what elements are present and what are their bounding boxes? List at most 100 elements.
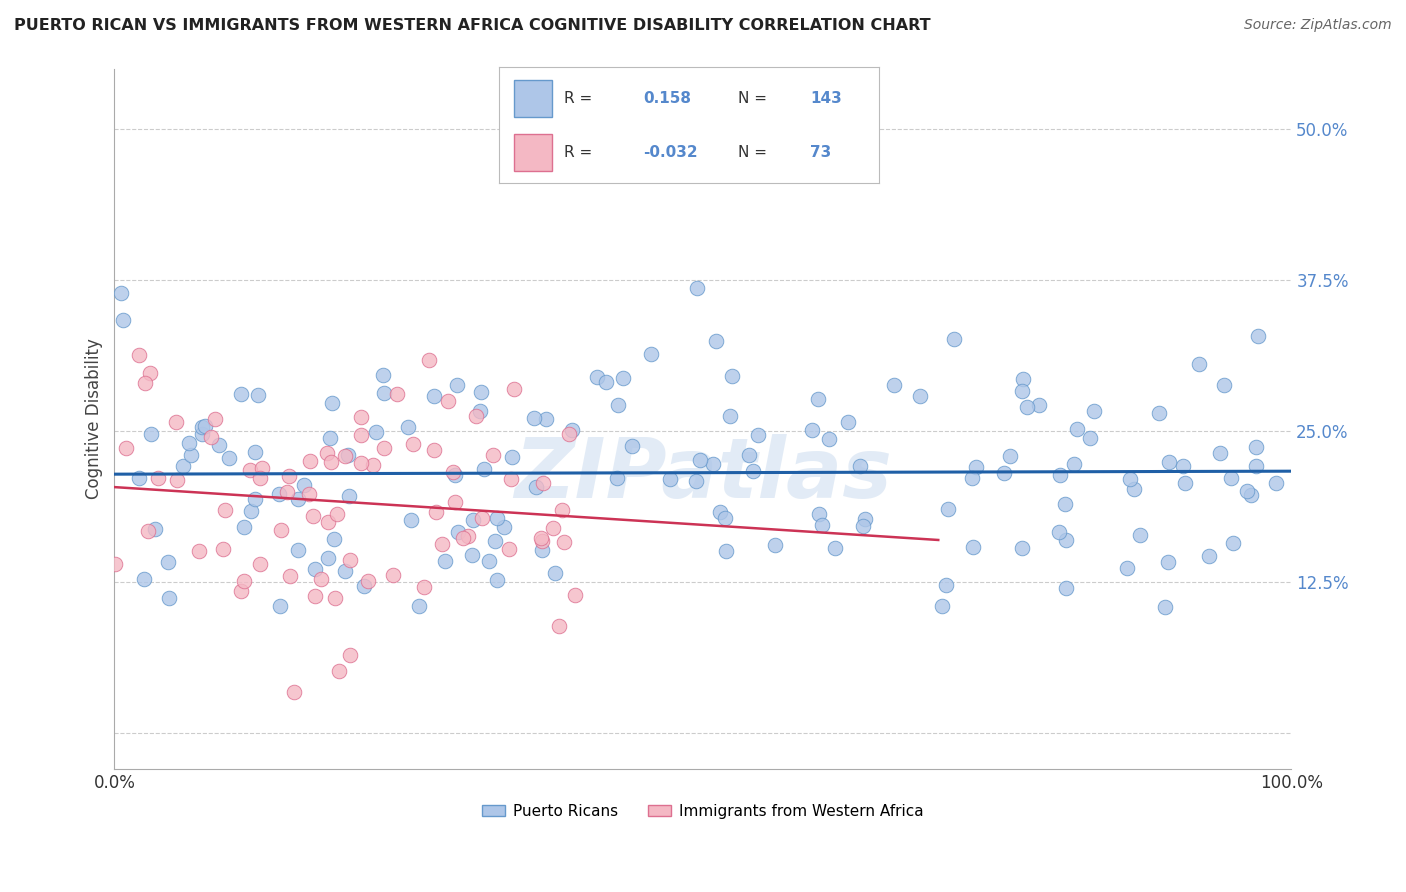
Point (1066, 422, 1088, 436)
Point (551, 502, 574, 516)
Point (350, 428, 373, 442)
Point (478, 554, 501, 568)
Point (481, 448, 503, 462)
Point (441, 465, 464, 479)
Point (111, 313, 134, 327)
Point (214, 503, 236, 517)
Point (339, 490, 361, 504)
Point (179, 435, 201, 450)
Point (530, 532, 553, 546)
Point (1063, 457, 1085, 471)
FancyBboxPatch shape (515, 79, 553, 117)
Point (437, 393, 460, 408)
Point (531, 533, 554, 548)
Point (1054, 533, 1077, 548)
Point (319, 455, 342, 469)
Point (232, 520, 254, 534)
Point (115, 441, 138, 455)
Point (936, 501, 959, 516)
Point (292, 478, 315, 492)
Point (304, 562, 326, 576)
Point (402, 436, 425, 450)
Point (134, 572, 156, 586)
Point (1119, 472, 1142, 486)
Point (492, 520, 515, 534)
Point (544, 566, 567, 580)
Point (156, 555, 179, 569)
Point (534, 411, 557, 425)
Text: 73: 73 (810, 145, 832, 161)
Point (1171, 458, 1194, 473)
Point (1011, 541, 1033, 555)
Point (318, 551, 340, 566)
Point (412, 580, 434, 594)
Point (486, 573, 509, 587)
Point (373, 441, 395, 455)
Point (399, 513, 422, 527)
Point (287, 543, 309, 558)
Point (1122, 483, 1144, 497)
Point (328, 664, 350, 678)
Point (704, 334, 727, 349)
Point (382, 568, 405, 582)
Point (269, 599, 291, 613)
Point (1247, 329, 1270, 343)
Point (447, 524, 470, 539)
Point (1198, 549, 1220, 563)
Point (157, 591, 180, 606)
Point (191, 427, 214, 442)
FancyBboxPatch shape (515, 134, 553, 171)
Text: 0.158: 0.158 (644, 91, 692, 106)
Point (709, 505, 731, 519)
Point (564, 589, 586, 603)
Point (252, 461, 274, 475)
Point (498, 541, 520, 556)
Point (434, 554, 457, 568)
Point (548, 619, 571, 633)
Point (357, 574, 380, 589)
Point (143, 522, 166, 536)
Point (1209, 445, 1232, 459)
Point (166, 473, 188, 487)
Text: PUERTO RICAN VS IMMIGRANTS FROM WESTERN AFRICA COGNITIVE DISABILITY CORRELATION : PUERTO RICAN VS IMMIGRANTS FROM WESTERN … (14, 18, 931, 33)
Point (461, 513, 484, 527)
Point (444, 495, 467, 509)
Point (146, 471, 169, 485)
Point (385, 387, 408, 401)
Point (239, 463, 262, 477)
Point (461, 548, 484, 562)
Point (965, 459, 987, 474)
Point (853, 511, 876, 525)
Point (249, 471, 271, 485)
Point (553, 535, 575, 549)
Point (128, 348, 150, 362)
Point (531, 543, 554, 558)
Point (718, 409, 741, 423)
Point (408, 599, 430, 614)
Point (243, 444, 266, 458)
Text: R =: R = (564, 91, 592, 106)
Point (361, 458, 384, 472)
Text: Source: ZipAtlas.com: Source: ZipAtlas.com (1244, 18, 1392, 32)
Point (499, 472, 522, 486)
Point (233, 574, 256, 588)
Point (486, 511, 509, 525)
Point (349, 456, 371, 470)
Point (962, 471, 984, 485)
Point (239, 504, 262, 518)
Point (702, 458, 724, 472)
Point (339, 648, 361, 662)
Point (278, 569, 301, 583)
Point (1015, 401, 1038, 415)
Text: ZIPatlas: ZIPatlas (515, 434, 891, 516)
Point (165, 415, 187, 429)
Text: R =: R = (564, 145, 592, 161)
Point (423, 389, 446, 403)
Point (908, 389, 931, 403)
Point (541, 521, 564, 535)
Point (180, 448, 202, 462)
Point (612, 371, 634, 385)
Point (418, 353, 440, 368)
Point (586, 370, 609, 384)
Point (128, 471, 150, 485)
